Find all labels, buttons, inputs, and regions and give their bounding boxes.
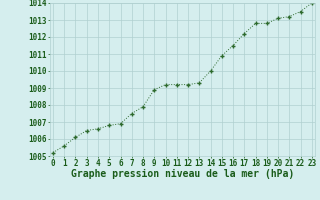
X-axis label: Graphe pression niveau de la mer (hPa): Graphe pression niveau de la mer (hPa) bbox=[71, 169, 294, 179]
